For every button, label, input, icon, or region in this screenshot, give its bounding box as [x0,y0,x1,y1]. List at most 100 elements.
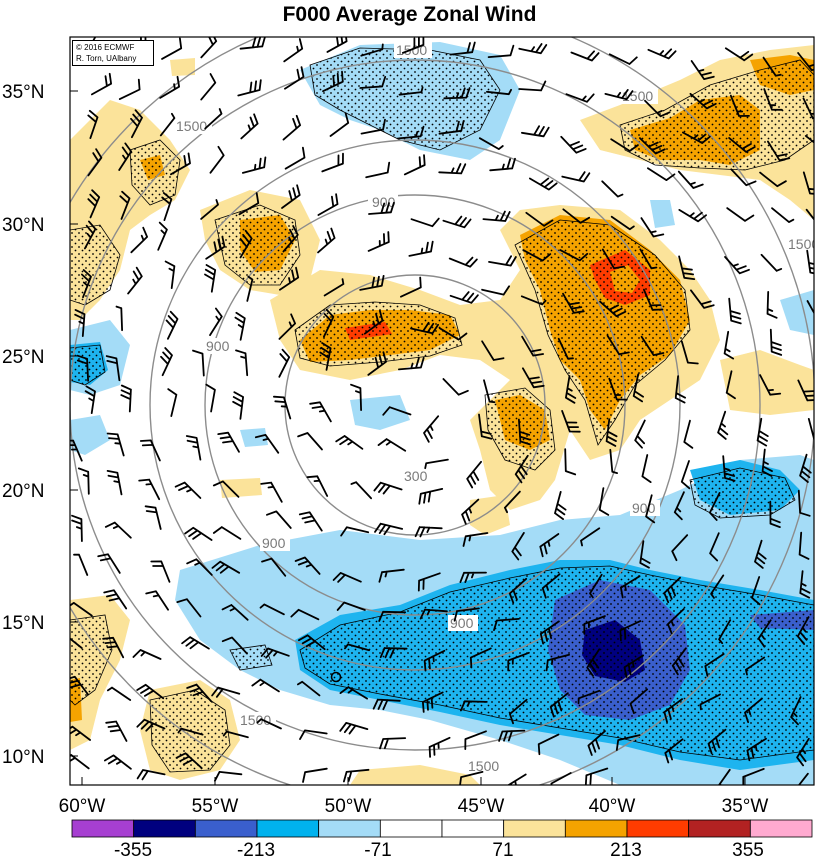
wind-barb [690,60,715,80]
wind-barb [561,171,591,183]
ring-label-900-lowleft: 900 [262,535,286,551]
wind-barb [237,79,262,97]
map-title: F000 Average Zonal Wind [282,3,537,26]
wind-barb [797,772,809,785]
wind-barb [298,511,323,532]
wind-barb [176,598,202,618]
wind-barb [478,413,493,440]
wind-barb [408,240,434,257]
wind-barb [290,608,320,621]
axis-ticks [70,90,746,785]
wind-barb [424,458,449,470]
wind-barb [211,560,241,574]
ring-label-900-left: 900 [206,338,230,354]
wind-barb [518,80,547,92]
wind-barb [448,256,478,268]
wind-barb [73,553,89,576]
wind-barb [259,603,285,616]
wind-barb [438,120,465,135]
wind-barb [557,337,574,360]
wind-barb [643,288,664,311]
wind-barb [520,295,547,306]
wind-barb [373,481,403,495]
wind-barb [398,357,425,371]
wind-barb [192,349,205,377]
wind-barb [102,636,125,659]
colorbar-swatch [626,819,690,838]
wind-barb [744,697,763,723]
wind-barb [204,108,223,130]
wind-barb [634,419,646,449]
wind-barb [284,146,306,170]
wind-barb [560,135,587,154]
wind-barb [174,481,202,499]
wind-barb [663,698,683,723]
wind-barb [522,249,552,262]
ring-label-300: 300 [404,468,428,484]
wind-barb [797,379,814,402]
ring-label-900-right: 900 [632,500,656,516]
wind-barb [718,619,732,645]
colorbar-label-2: -71 [364,840,391,861]
ring-label-1500-right: 1500 [788,236,819,252]
wind-barb [319,342,332,371]
wind-barb [97,553,121,574]
plot-area: 300 900 900 900 900 900 1500 1500 1500 1… [70,37,819,785]
wind-barb [466,460,482,489]
wind-barb [645,494,656,524]
wind-barb [294,556,321,575]
wind-barb [260,647,290,659]
wind-barb [186,558,213,576]
wind-barb [317,227,336,254]
wind-barb [746,737,767,762]
wind-barb [486,88,512,96]
wind-barb [84,220,97,250]
wind-barb [521,335,544,357]
wind-barb [799,453,812,483]
wind-barb [232,391,244,420]
wind-barb [164,260,176,289]
wind-barb [754,539,767,569]
wind-barb [378,568,405,583]
wind-barb [481,285,510,296]
wind-barb [529,177,558,191]
wind-barb [239,37,266,50]
ring-label-900-bottom: 900 [450,615,474,631]
wind-barb [615,734,641,751]
wind-barb [378,610,406,622]
wind-barb [601,248,625,270]
wind-barb [674,375,686,404]
colorbar-label-3: 71 [492,840,513,861]
wind-barb [222,730,249,739]
wind-barb [673,491,685,521]
wind-barb [647,167,676,181]
wind-barb [279,266,300,291]
wind-barb [545,653,570,672]
wind-barb [251,678,280,693]
wind-barb [760,253,783,272]
wind-barb [365,161,391,179]
wind-barb [130,226,148,254]
wind-barb [340,526,370,537]
wind-barb [710,574,725,599]
wind-barb [363,310,384,335]
wind-barb [136,683,165,700]
wind-barb [580,527,601,547]
wind-barb [460,700,488,712]
wind-barb [589,573,603,599]
wind-barb [238,192,260,216]
wind-barb [240,113,259,140]
lat-label-15: 15°N [2,613,44,634]
wind-barb [76,354,89,382]
wind-barb [70,637,83,649]
wind-barb [284,66,305,90]
wind-barb [204,264,217,293]
wind-barb [678,255,696,280]
colorbar-swatch [379,819,443,838]
wind-barb [221,636,248,655]
wind-barb [175,752,203,769]
wind-barb [442,215,472,229]
lon-label-40: 40°W [589,796,636,817]
lon-label-55: 55°W [192,796,239,817]
wind-barb [806,300,814,315]
